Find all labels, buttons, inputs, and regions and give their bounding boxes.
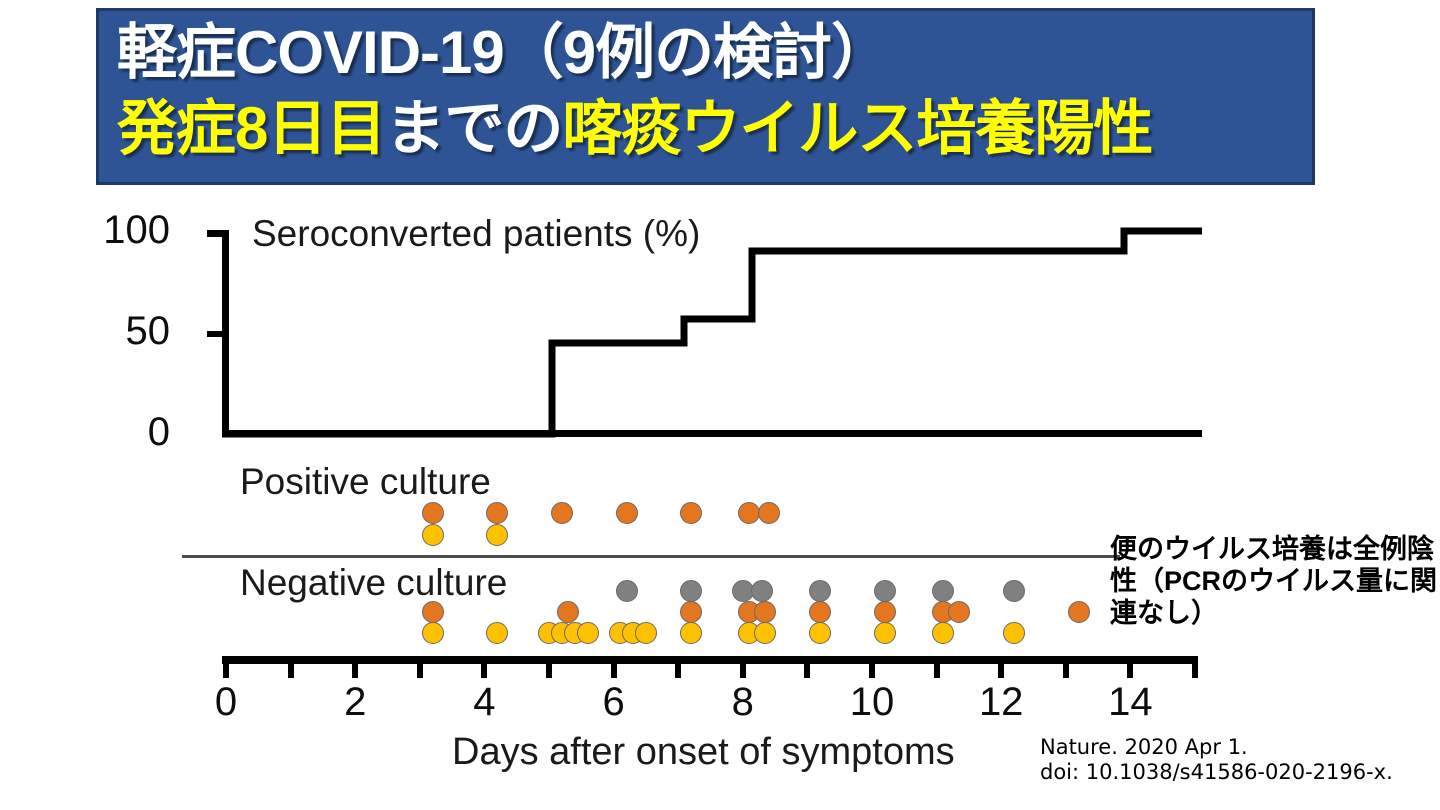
negative-culture-dot bbox=[873, 580, 896, 602]
plot-title-seroconverted: Seroconverted patients (%) bbox=[252, 213, 701, 254]
negative-culture-dot bbox=[873, 601, 896, 623]
negative-culture-dot bbox=[1003, 622, 1026, 644]
x-axis-tick bbox=[739, 656, 746, 678]
title-line-1: 軽症COVID-19（9例の検討） bbox=[117, 15, 1312, 91]
negative-culture-label: Negative culture bbox=[240, 562, 508, 603]
ytick-label-50: 50 bbox=[125, 309, 171, 353]
x-axis-tick bbox=[869, 656, 875, 678]
negative-culture-dot bbox=[754, 601, 777, 623]
positive-culture-dot bbox=[757, 502, 780, 524]
negative-culture-dot bbox=[486, 622, 509, 644]
title-line-2: 発症8日目までの喀痰ウイルス培養陽性 bbox=[117, 91, 1312, 167]
x-axis-tick bbox=[1127, 656, 1134, 678]
positive-culture-dot bbox=[615, 502, 638, 524]
positive-culture-dot bbox=[738, 502, 761, 524]
negative-culture-dot bbox=[754, 622, 777, 644]
ytick-label-100: 100 bbox=[103, 208, 170, 252]
negative-culture-dot bbox=[634, 622, 657, 644]
positive-culture-dot bbox=[550, 502, 573, 524]
negative-culture-dot bbox=[576, 622, 599, 644]
negative-culture-dot bbox=[948, 601, 971, 623]
x-axis-tick bbox=[546, 656, 552, 678]
x-axis-tick bbox=[933, 656, 940, 678]
side-note-text: 便のウイルス培養は全例陰性（PCRのウイルス量に関連なし） bbox=[1110, 534, 1438, 628]
negative-culture-dot bbox=[680, 580, 703, 602]
title-line-2-seg-2: までの bbox=[385, 95, 563, 162]
negative-culture-dot bbox=[421, 601, 444, 623]
x-axis-tick bbox=[1192, 656, 1198, 678]
x-axis-tick bbox=[352, 656, 359, 678]
x-axis-tick-label: 8 bbox=[731, 680, 754, 724]
title-line-2-seg-3: 喀痰ウイルス培養陽性 bbox=[562, 95, 1153, 162]
y-tick-50 bbox=[207, 331, 229, 337]
citation-block: Nature. 2020 Apr 1. doi: 10.1038/s41586-… bbox=[1040, 735, 1393, 785]
positive-culture-label: Positive culture bbox=[240, 461, 491, 502]
negative-culture-dot bbox=[680, 622, 703, 644]
negative-culture-dot bbox=[615, 580, 638, 602]
x-axis-tick-label: 14 bbox=[1108, 680, 1153, 724]
x-axis-tick bbox=[998, 656, 1005, 678]
positive-culture-dot bbox=[421, 502, 444, 524]
citation-line-1: Nature. 2020 Apr 1. bbox=[1040, 735, 1248, 759]
x-axis-tick bbox=[481, 656, 488, 678]
x-axis-tick-label: 4 bbox=[473, 680, 496, 724]
x-axis-tick-label: 2 bbox=[344, 680, 367, 724]
negative-culture-dot bbox=[873, 622, 896, 644]
x-axis-tick-label: 6 bbox=[602, 680, 625, 724]
negative-culture-dot bbox=[809, 622, 832, 644]
x-axis-tick bbox=[416, 656, 423, 678]
title-banner: 軽症COVID-19（9例の検討） 発症8日目までの喀痰ウイルス培養陽性 bbox=[96, 8, 1315, 185]
x-axis-tick-label: 10 bbox=[849, 680, 895, 724]
x-axis-tick-label: 12 bbox=[978, 680, 1024, 724]
positive-culture-dot bbox=[486, 524, 509, 546]
negative-culture-dot bbox=[932, 622, 955, 644]
ytick-label-0: 0 bbox=[147, 410, 170, 454]
x-axis-tick-label: 0 bbox=[214, 680, 238, 724]
title-line-2-seg-1: 発症8日目 bbox=[117, 95, 386, 162]
positive-culture-dot bbox=[486, 502, 509, 524]
x-axis-tick bbox=[1062, 656, 1069, 678]
x-axis-title: Days after onset of symptoms bbox=[452, 731, 955, 773]
title-line-1-text: 軽症COVID-19（9例の検討） bbox=[117, 19, 891, 86]
x-axis-tick bbox=[675, 656, 682, 678]
y-tick-100 bbox=[207, 230, 229, 237]
x-axis-tick bbox=[804, 656, 811, 678]
negative-culture-dot bbox=[557, 601, 580, 623]
negative-culture-dot bbox=[1067, 601, 1090, 623]
negative-culture-dot bbox=[1003, 580, 1026, 602]
seroconversion-step-curve bbox=[222, 227, 1202, 438]
negative-culture-dot bbox=[421, 622, 444, 644]
positive-culture-dot bbox=[421, 524, 444, 546]
culture-divider-line bbox=[182, 555, 1120, 558]
x-axis-tick bbox=[610, 656, 617, 678]
negative-culture-dot bbox=[932, 580, 955, 602]
negative-culture-dot bbox=[751, 580, 774, 602]
chart-figure: 100 50 0 Seroconverted patients (%) Posi… bbox=[0, 190, 1440, 810]
negative-culture-dot bbox=[680, 601, 703, 623]
x-axis-tick bbox=[223, 656, 229, 678]
negative-culture-dot bbox=[809, 601, 832, 623]
x-axis-zero-line bbox=[222, 430, 1202, 437]
x-axis-tick bbox=[287, 656, 294, 678]
citation-line-2: doi: 10.1038/s41586-020-2196-x. bbox=[1040, 760, 1393, 784]
positive-culture-dot bbox=[680, 502, 703, 524]
x-axis-line bbox=[222, 656, 1194, 664]
negative-culture-dot bbox=[809, 580, 832, 602]
